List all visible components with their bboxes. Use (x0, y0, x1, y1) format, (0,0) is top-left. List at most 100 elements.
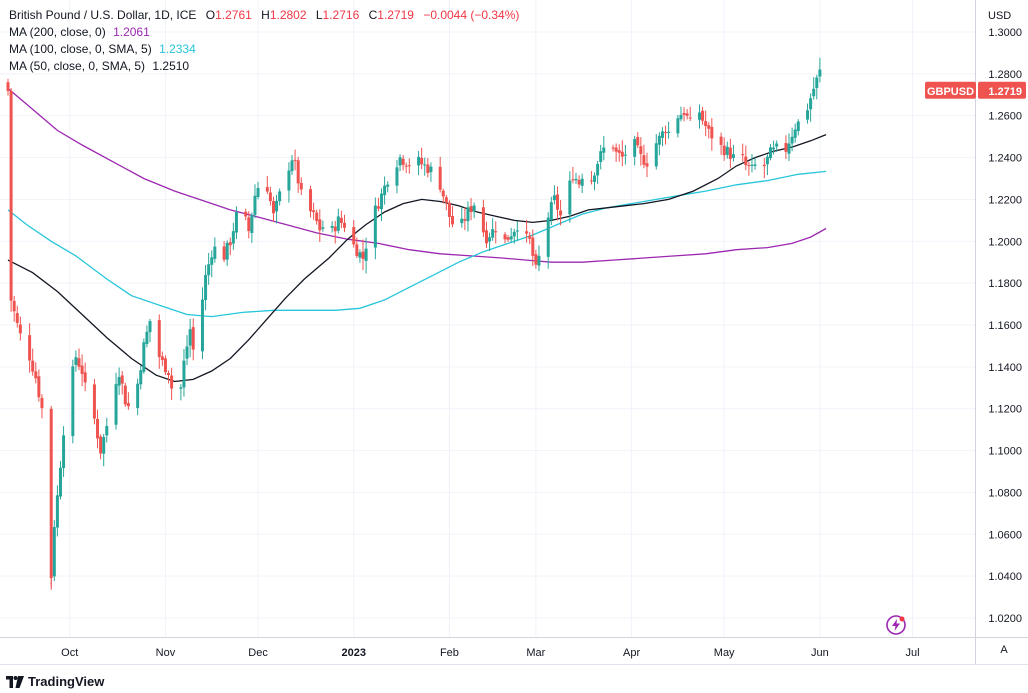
candle-body[interactable] (599, 151, 603, 163)
candle-body[interactable] (167, 372, 171, 375)
candle-body[interactable] (117, 377, 121, 386)
candle-body[interactable] (83, 372, 87, 383)
candle-body[interactable] (602, 147, 606, 153)
candle-body[interactable] (503, 234, 507, 240)
candle-body[interactable] (352, 227, 356, 245)
candle-body[interactable] (790, 136, 794, 144)
candle-body[interactable] (818, 69, 822, 77)
candle-body[interactable] (123, 385, 127, 405)
candle-body[interactable] (160, 356, 164, 360)
tradingview-logo[interactable]: TradingView (6, 674, 104, 689)
candle-body[interactable] (719, 136, 723, 145)
candle-body[interactable] (148, 321, 152, 333)
candle-body[interactable] (546, 217, 550, 257)
candle-body[interactable] (244, 211, 248, 217)
candle-body[interactable] (58, 467, 62, 497)
legend-title-row[interactable]: British Pound / U.S. Dollar, 1D, ICE O1.… (9, 7, 519, 24)
candle-body[interactable] (423, 164, 427, 166)
candle-body[interactable] (55, 495, 59, 528)
candle-body[interactable] (105, 426, 109, 436)
candle-body[interactable] (401, 158, 405, 165)
candle-body[interactable] (213, 246, 217, 259)
candle-body[interactable] (99, 436, 103, 454)
candle-body[interactable] (537, 255, 541, 266)
candle-body[interactable] (9, 90, 13, 301)
candle-body[interactable] (534, 254, 538, 265)
candle-body[interactable] (191, 327, 195, 350)
candle-body[interactable] (373, 205, 377, 248)
candle-body[interactable] (460, 218, 464, 224)
candle-body[interactable] (654, 143, 658, 167)
candle-body[interactable] (645, 163, 649, 167)
candle-body[interactable] (71, 366, 75, 437)
candle-body[interactable] (102, 436, 106, 454)
candle-body[interactable] (62, 435, 66, 469)
candle-body[interactable] (40, 397, 44, 409)
candle-body[interactable] (571, 179, 575, 181)
candle-body[interactable] (188, 329, 192, 346)
candle-body[interactable] (37, 376, 41, 398)
candle-body[interactable] (768, 147, 772, 159)
candle-body[interactable] (247, 217, 251, 232)
candle-body[interactable] (315, 212, 319, 222)
candle-body[interactable] (342, 222, 346, 228)
candle-body[interactable] (549, 202, 553, 220)
candle-body[interactable] (420, 157, 424, 165)
candle-body[interactable] (596, 163, 600, 176)
candle-body[interactable] (296, 160, 300, 184)
candle-body[interactable] (136, 383, 140, 409)
candle-body[interactable] (376, 206, 380, 209)
candle-body[interactable] (225, 242, 229, 260)
candle-body[interactable] (469, 206, 473, 212)
candle-body[interactable] (28, 335, 32, 361)
candle-body[interactable] (787, 143, 791, 154)
candle-body[interactable] (250, 215, 254, 233)
candle-body[interactable] (620, 151, 624, 157)
candle-body[interactable] (179, 387, 183, 389)
candle-body[interactable] (299, 182, 303, 190)
candle-body[interactable] (710, 126, 714, 139)
candle-body[interactable] (812, 88, 816, 97)
candle-body[interactable] (784, 143, 788, 152)
candle-body[interactable] (290, 160, 294, 172)
candle-body[interactable] (185, 346, 189, 359)
candle-body[interactable] (809, 98, 813, 110)
candle-body[interactable] (512, 231, 516, 237)
candle-body[interactable] (555, 194, 559, 210)
candle-body[interactable] (679, 114, 683, 120)
candle-body[interactable] (139, 370, 143, 385)
candle-body[interactable] (664, 132, 668, 134)
candle-body[interactable] (753, 164, 757, 166)
candle-body[interactable] (636, 136, 640, 146)
candle-body[interactable] (207, 264, 211, 276)
candle-body[interactable] (361, 251, 365, 259)
candle-body[interactable] (676, 118, 680, 134)
candle-body[interactable] (762, 164, 766, 167)
candle-body[interactable] (722, 145, 726, 156)
candle-body[interactable] (667, 131, 671, 133)
candle-body[interactable] (142, 342, 146, 372)
candle-body[interactable] (438, 166, 442, 190)
candle-body[interactable] (466, 207, 470, 222)
candle-body[interactable] (253, 195, 257, 215)
candle-body[interactable] (611, 147, 615, 149)
candle-body[interactable] (77, 358, 81, 367)
candle-body[interactable] (330, 225, 334, 228)
candle-body[interactable] (494, 231, 498, 233)
candle-body[interactable] (725, 146, 729, 155)
candle-body[interactable] (355, 244, 359, 256)
candle-body[interactable] (210, 257, 214, 265)
candle-body[interactable] (429, 166, 433, 173)
candle-body[interactable] (404, 165, 408, 167)
legend-ma50[interactable]: MA (50, close, 0, SMA, 5) 1.2510 (9, 58, 519, 75)
candle-body[interactable] (204, 274, 208, 301)
candle-body[interactable] (271, 201, 275, 214)
candle-body[interactable] (336, 216, 340, 231)
ma-line[interactable] (7, 170, 827, 318)
candle-body[interactable] (515, 230, 519, 232)
candle-body[interactable] (633, 138, 637, 157)
candle-body[interactable] (318, 219, 322, 231)
candle-body[interactable] (145, 331, 149, 345)
candle-body[interactable] (685, 113, 689, 116)
